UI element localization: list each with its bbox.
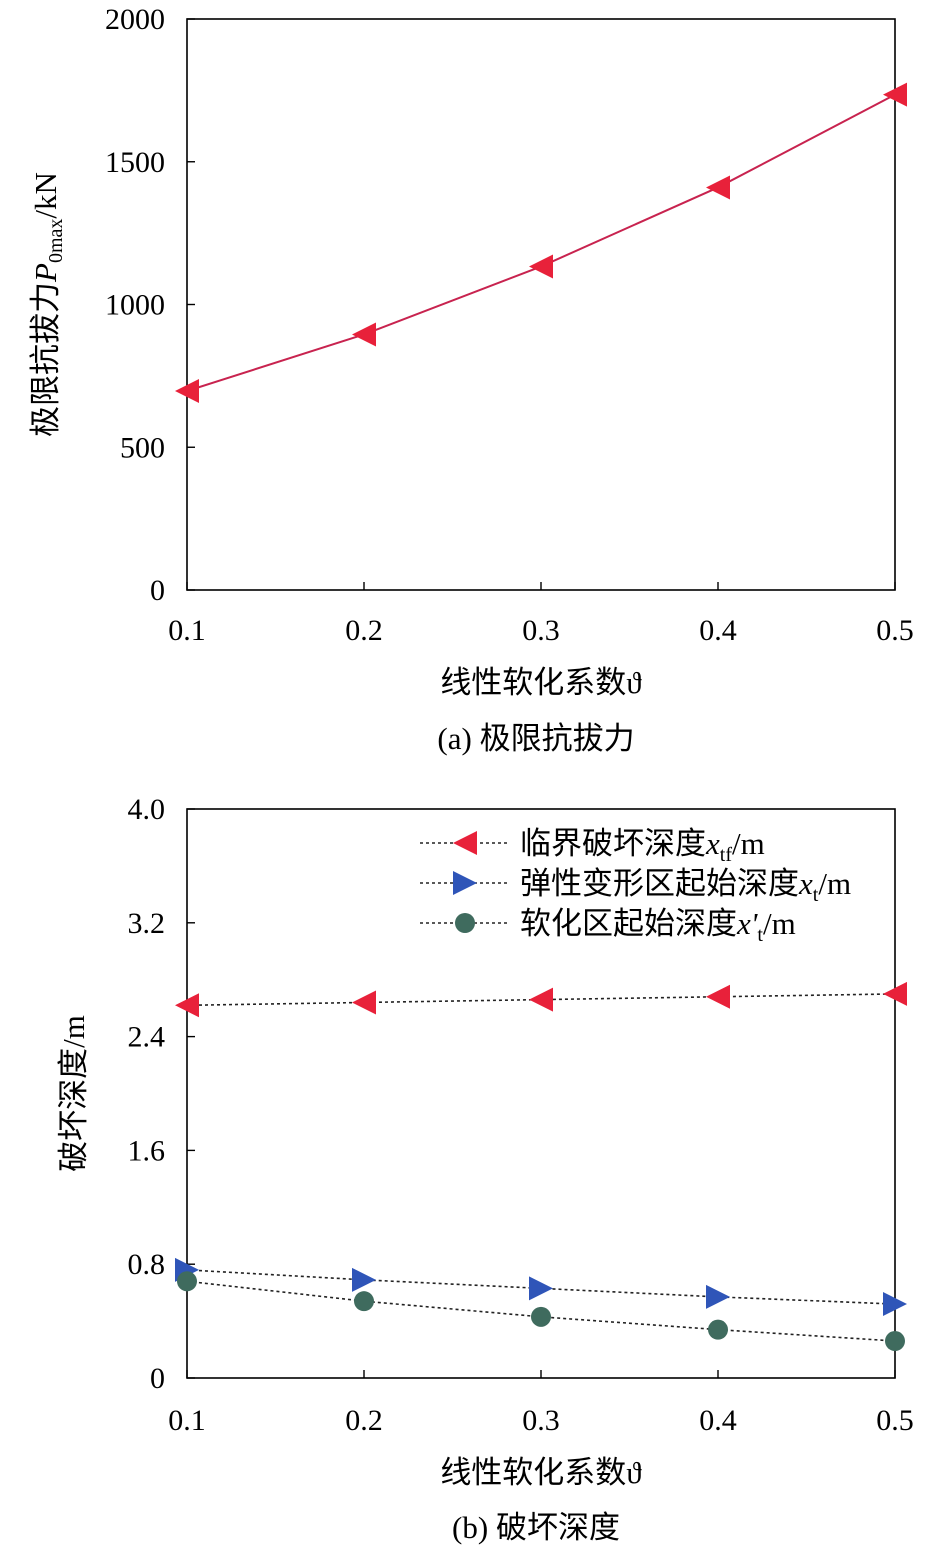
legend-label-main: 弹性变形区起始深度 (520, 866, 799, 901)
x-tick-label: 0.5 (876, 1404, 914, 1437)
x-axis-label: 线性软化系数ϑ (440, 1455, 642, 1490)
figure-caption: (b) 破坏深度 (452, 1510, 620, 1545)
legend-label-unit: /m (732, 826, 765, 861)
series-0-point (706, 175, 730, 200)
y-tick-label: 1500 (105, 146, 165, 179)
series-1-point (706, 1284, 730, 1309)
legend-marker-1 (453, 871, 477, 895)
x-tick-label: 0.3 (522, 1404, 560, 1437)
y-tick-label: 2000 (105, 3, 165, 36)
series-0-point (883, 82, 907, 107)
series-2-point (354, 1291, 374, 1312)
series-2-point (708, 1319, 728, 1340)
legend-marker-2 (455, 913, 475, 933)
series-0-line (186, 93, 896, 392)
series-1-point (529, 1276, 553, 1301)
y-tick-label: 0.8 (128, 1248, 166, 1281)
legend-label-sub: t (813, 884, 819, 906)
y-tick-label: 3.2 (128, 907, 166, 940)
series-1-point (352, 1267, 376, 1292)
legend-label-main: 软化区起始深度 (520, 906, 737, 941)
x-tick-label: 0.4 (699, 614, 737, 647)
x-tick-label: 0.5 (876, 614, 914, 647)
x-tick-label: 0.1 (168, 1404, 206, 1437)
y-tick-label: 4.0 (128, 793, 166, 826)
legend-label-var: x (705, 826, 720, 861)
x-tick-label: 0.2 (345, 1404, 383, 1437)
legend-label-var: x' (736, 906, 759, 941)
y-axis-label-sub: 0max (45, 219, 67, 263)
x-tick-label: 0.3 (522, 614, 560, 647)
series-0-point (352, 322, 376, 347)
legend-label-unit: /m (763, 906, 796, 941)
series-2-point (531, 1306, 551, 1327)
y-tick-label: 1.6 (128, 1134, 166, 1167)
chart-b-failure-depth: 0 0.8 1.6 2.4 3.2 4.0 0.1 0.2 0.3 0.4 0.5 线性软化系数ϑ 破坏… (56, 793, 914, 1545)
y-axis-label: 破坏深度/m (56, 1015, 91, 1172)
plot-frame (186, 18, 896, 591)
y-tick-label: 2.4 (128, 1021, 166, 1054)
series-0-point (175, 379, 199, 404)
legend-label-var: x (798, 866, 813, 901)
series-0-point (529, 987, 553, 1012)
legend-label-sub: tf (720, 844, 733, 866)
x-tick-label: 0.2 (345, 614, 383, 647)
y-tick-label: 0 (150, 1362, 165, 1395)
series-2-point (177, 1271, 197, 1292)
x-tick-label: 0.1 (168, 614, 206, 647)
y-axis-label: 极限抗拔力P0max/kN (28, 172, 67, 437)
chart-a-ultimate-pullout-force: 0 500 1000 1500 2000 0.1 0.2 0.3 0.4 0.5 线性软化系数ϑ 极限… (28, 3, 914, 756)
legend-label-2: 软化区起始深度x't/m (520, 906, 796, 946)
legend-label-main: 临界破坏深度 (520, 826, 706, 861)
y-tick-label: 500 (120, 431, 165, 464)
legend-label-unit: /m (818, 866, 851, 901)
y-axis-label-unit: /kN (28, 172, 63, 219)
y-tick-label: 1000 (105, 289, 165, 322)
x-tick-label: 0.4 (699, 1404, 737, 1437)
figure-caption: (a) 极限抗拔力 (437, 721, 634, 756)
y-axis-label-var: P (28, 263, 63, 283)
series-2-point (885, 1331, 905, 1352)
series-0-point (175, 993, 199, 1018)
series-0-point (529, 254, 553, 279)
y-tick-label: 0 (150, 574, 165, 607)
y-axis-label-main: 极限抗拔力 (28, 282, 63, 437)
series-0-point (352, 990, 376, 1015)
series-1-point (883, 1292, 907, 1317)
legend-label-1: 弹性变形区起始深度xt/m (520, 866, 851, 906)
legend-marker-0 (453, 831, 477, 855)
series-0-point (706, 984, 730, 1009)
legend-label-sub: t (757, 924, 763, 946)
series-0-point (883, 981, 907, 1006)
legend-label-0: 临界破坏深度xtf/m (520, 826, 765, 866)
x-axis-label: 线性软化系数ϑ (440, 665, 642, 700)
